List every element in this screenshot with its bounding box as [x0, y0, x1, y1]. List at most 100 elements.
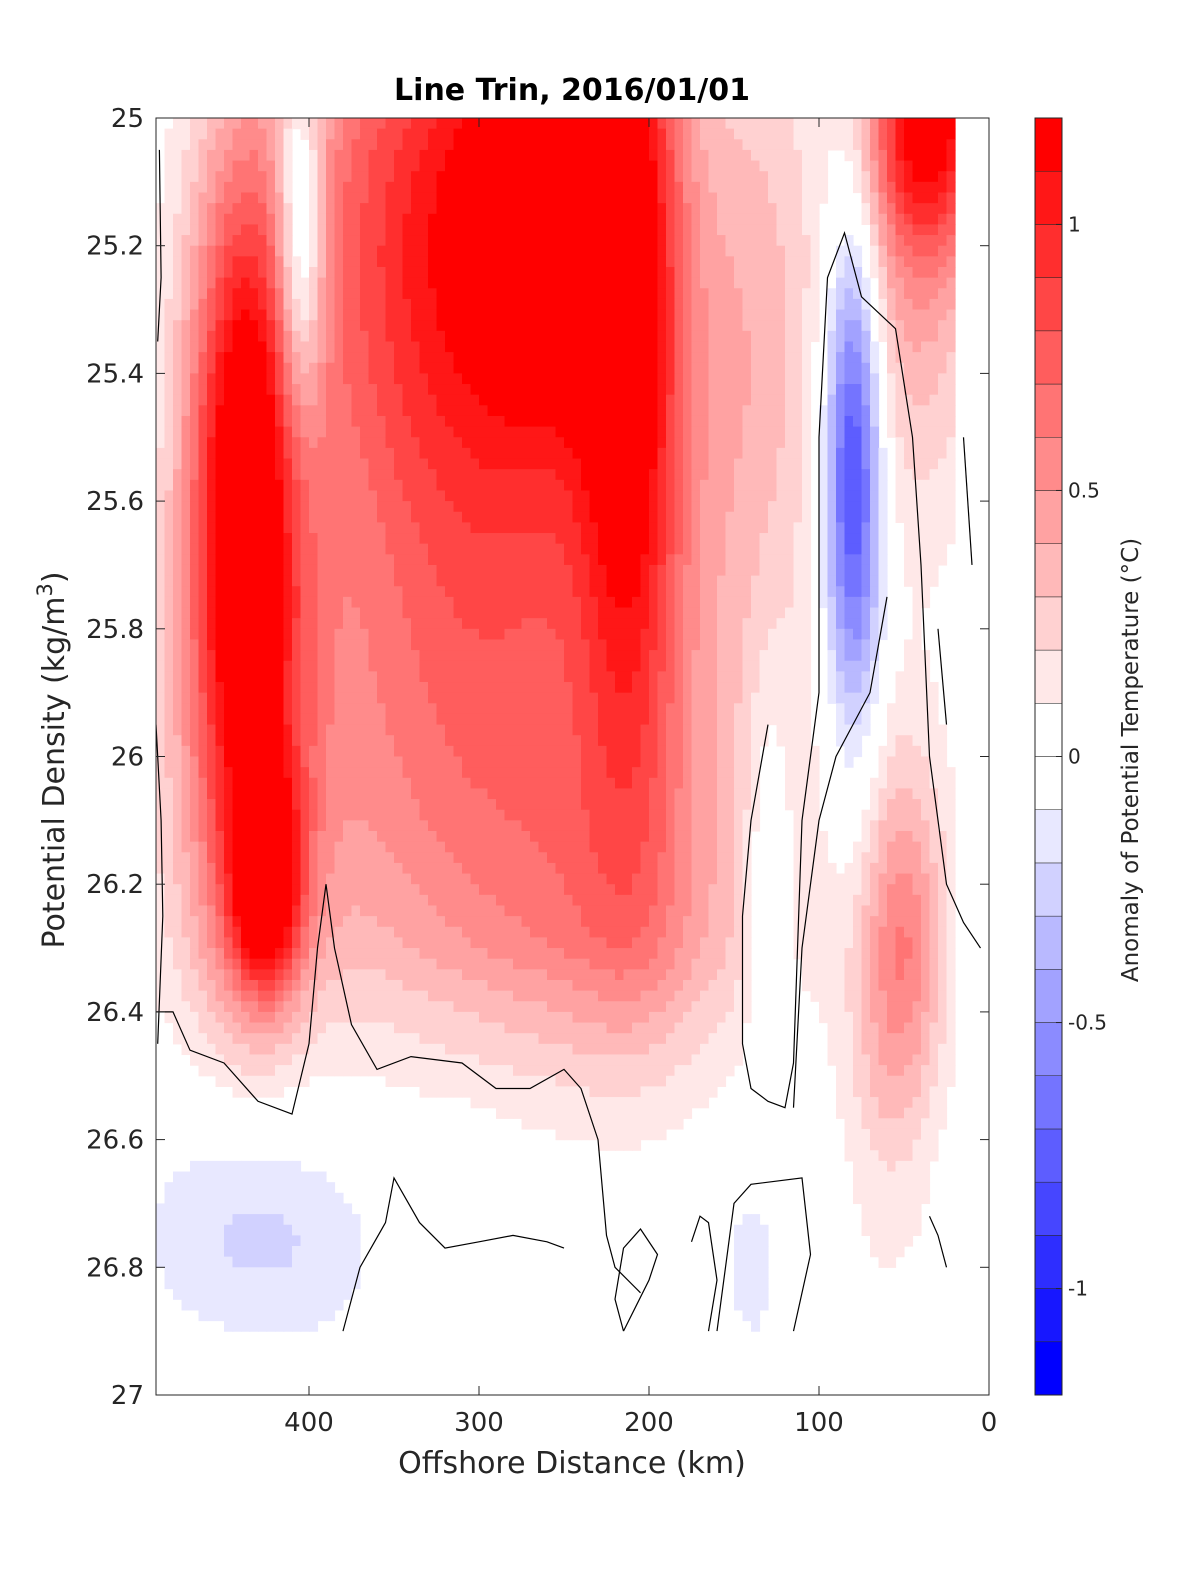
field-cell [343, 1288, 353, 1300]
field-cell [581, 405, 591, 417]
field-cell [164, 820, 174, 832]
field-cell [360, 724, 370, 736]
field-cell [258, 522, 268, 534]
field-cell [164, 958, 174, 970]
field-cell [555, 894, 565, 907]
field-cell [207, 288, 217, 300]
field-cell [521, 171, 531, 183]
field-cell [249, 522, 259, 534]
field-cell [513, 1001, 523, 1013]
field-cell [436, 192, 446, 204]
field-cell [487, 203, 497, 215]
field-cell [487, 1033, 497, 1045]
field-cell [419, 1075, 429, 1087]
field-cell [530, 724, 540, 736]
field-cell [470, 394, 480, 406]
field-cell [360, 873, 370, 885]
field-cell [164, 256, 174, 268]
field-cell [436, 937, 446, 949]
field-cell [334, 426, 344, 438]
field-cell [309, 394, 319, 406]
field-cell [283, 1001, 293, 1013]
field-cell [334, 586, 344, 598]
field-cell [411, 139, 421, 151]
field-cell [445, 277, 455, 289]
field-cell [428, 298, 438, 311]
field-cell [173, 458, 183, 470]
field-cell [207, 607, 217, 619]
field-cell [504, 618, 514, 630]
field-cell [436, 905, 446, 917]
field-cell [309, 298, 319, 311]
field-cell [589, 149, 599, 162]
field-cell [190, 426, 200, 438]
field-cell [453, 384, 463, 396]
field-cell [181, 1267, 191, 1279]
field-cell [164, 1267, 174, 1279]
field-cell [547, 235, 557, 247]
field-cell [564, 309, 574, 321]
field-cell [521, 362, 531, 374]
field-cell [215, 235, 225, 247]
field-cell [190, 1288, 200, 1300]
field-cell [530, 692, 540, 704]
field-cell [572, 1033, 582, 1045]
field-cell [283, 139, 293, 151]
field-cell [232, 969, 242, 981]
field-cell [334, 852, 344, 864]
field-cell [351, 884, 361, 896]
field-cell [479, 650, 489, 662]
field-cell [334, 341, 344, 353]
field-cell [181, 650, 191, 662]
field-cell [538, 128, 548, 140]
field-cell [181, 777, 191, 790]
field-cell [232, 341, 242, 353]
field-cell [173, 479, 183, 492]
field-cell [309, 341, 319, 353]
field-cell [258, 213, 268, 226]
field-cell [521, 724, 531, 736]
field-cell [241, 1246, 251, 1258]
field-cell [360, 149, 370, 162]
field-cell [156, 948, 166, 960]
field-cell [283, 479, 293, 492]
field-cell [266, 788, 276, 800]
field-cell [241, 1022, 251, 1034]
field-cell [462, 511, 472, 523]
field-cell [581, 320, 591, 332]
field-cell [173, 948, 183, 960]
field-cell [207, 533, 217, 545]
field-cell [462, 596, 472, 609]
field-cell [241, 1224, 251, 1236]
field-cell [300, 788, 310, 800]
field-cell [547, 1118, 557, 1130]
field-cell [496, 330, 506, 343]
field-cell [326, 682, 336, 694]
field-cell [385, 362, 395, 374]
field-cell [564, 586, 574, 598]
field-cell [258, 203, 268, 215]
field-cell [275, 288, 285, 300]
field-cell [419, 735, 429, 747]
field-cell [428, 288, 438, 300]
field-cell [258, 948, 268, 960]
field-cell [198, 1214, 208, 1226]
field-cell [496, 277, 506, 289]
field-cell [207, 756, 217, 768]
field-cell [445, 841, 455, 853]
field-cell [283, 1235, 293, 1247]
field-cell [555, 607, 565, 619]
field-cell [317, 799, 327, 811]
field-cell [181, 767, 191, 779]
field-cell [360, 501, 370, 513]
field-cell [411, 894, 421, 907]
field-cell [470, 118, 480, 130]
field-cell [496, 405, 506, 417]
field-cell [351, 118, 361, 130]
field-cell [521, 341, 531, 353]
field-cell [300, 884, 310, 896]
field-cell [275, 266, 285, 279]
field-cell [190, 1043, 200, 1056]
field-cell [156, 884, 166, 896]
field-cell [317, 203, 327, 215]
